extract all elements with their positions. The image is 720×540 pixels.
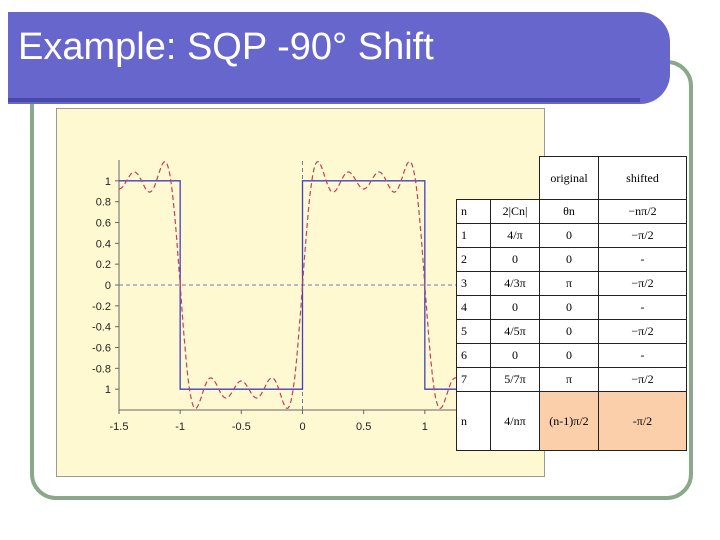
table-cell: π (539, 271, 599, 296)
table-row: 6 0 0 - (456, 343, 687, 368)
y-tick-label: -0.6 (92, 343, 111, 355)
table-cell: 5 (456, 319, 491, 344)
table-cell: −π/2 (598, 223, 687, 248)
table-cell: 0 (490, 343, 540, 368)
y-tick-label: 1 (105, 176, 111, 188)
table-cell: 5/7π (490, 367, 540, 392)
title-bar (8, 12, 670, 104)
subheader-theta: θn (539, 199, 599, 224)
table-cell: 0 (539, 343, 599, 368)
x-tick-label: -1 (175, 421, 185, 433)
table-cell: 0 (490, 295, 540, 320)
square-wave-line (119, 180, 486, 390)
table-row: 2 0 0 - (456, 247, 687, 272)
y-tick-label: 1 (105, 384, 111, 396)
table-cell: −π/2 (598, 319, 687, 344)
y-tick-label: 0.4 (96, 238, 111, 250)
table-cell: n (456, 391, 491, 451)
y-tick-label: 0.6 (96, 218, 111, 230)
table-cell: 0 (539, 247, 599, 272)
table-cell: −π/2 (598, 367, 687, 392)
y-tick-label: 0.8 (96, 197, 111, 209)
subheader-shift: −nπ/2 (598, 199, 687, 224)
table-cell: 4 (456, 295, 491, 320)
table-cell: - (598, 247, 687, 272)
table-row: 3 4/3π π −π/2 (456, 271, 687, 296)
harmonics-table: original shifted n 2|Cn| θn −nπ/2 1 4/π … (456, 156, 687, 451)
fourier-plot: 1 0.8 0.6 0.4 0.2 0 -0.2 -0.4 -0.6 -0.8 1 -1.5 -1 -0.… (92, 160, 486, 433)
table-cell: 3 (456, 271, 491, 296)
table-cell: - (598, 343, 687, 368)
table-cell: 0 (539, 319, 599, 344)
x-tick-label: -0.5 (232, 421, 251, 433)
table-cell: (n-1)π/2 (539, 391, 599, 451)
table-cell: 2 (456, 247, 491, 272)
table-cell: 0 (539, 223, 599, 248)
y-tick-label: -0.8 (92, 363, 111, 375)
y-tick-label: -0.2 (92, 301, 111, 313)
subheader-magnitude: 2|Cn| (490, 199, 540, 224)
table-cell: 1 (456, 223, 491, 248)
table-row: 4 0 0 - (456, 295, 687, 320)
title-divider (8, 98, 640, 102)
table-row: 5 4/5π 0 −π/2 (456, 319, 687, 344)
table-row: 7 5/7π π −π/2 (456, 367, 687, 392)
table-header-original: original (539, 156, 599, 200)
table-cell: 6 (456, 343, 491, 368)
table-header-blank (457, 157, 491, 200)
table-cell: 0 (490, 247, 540, 272)
table-cell: 0 (539, 295, 599, 320)
subheader-n: n (456, 199, 491, 224)
slide-title: Example: SQP -90° Shift (18, 26, 434, 68)
x-tick-label: -1.5 (110, 421, 129, 433)
table-cell: - (598, 295, 687, 320)
table-row: 1 4/π 0 −π/2 (456, 223, 687, 248)
table-cell: 7 (456, 367, 491, 392)
table-cell: 4/5π (490, 319, 540, 344)
fourier-approximation-line (119, 161, 486, 409)
table-cell: -π/2 (598, 391, 687, 451)
table-cell: 4/3π (490, 271, 540, 296)
table-header-blank (491, 157, 540, 200)
y-tick-label: 0 (105, 280, 111, 292)
x-tick-label: 0.5 (356, 421, 371, 433)
table-cell: 4/nπ (490, 391, 540, 451)
x-tick-label: 1 (422, 421, 428, 433)
table-row: n 4/nπ (n-1)π/2 -π/2 (456, 391, 687, 451)
y-tick-label: -0.4 (92, 322, 111, 334)
x-tick-label: 0 (299, 421, 305, 433)
table-cell: 4/π (490, 223, 540, 248)
table-cell: −π/2 (598, 271, 687, 296)
y-tick-label: 0.2 (96, 259, 111, 271)
table-header-shifted: shifted (598, 156, 687, 200)
table-cell: π (539, 367, 599, 392)
